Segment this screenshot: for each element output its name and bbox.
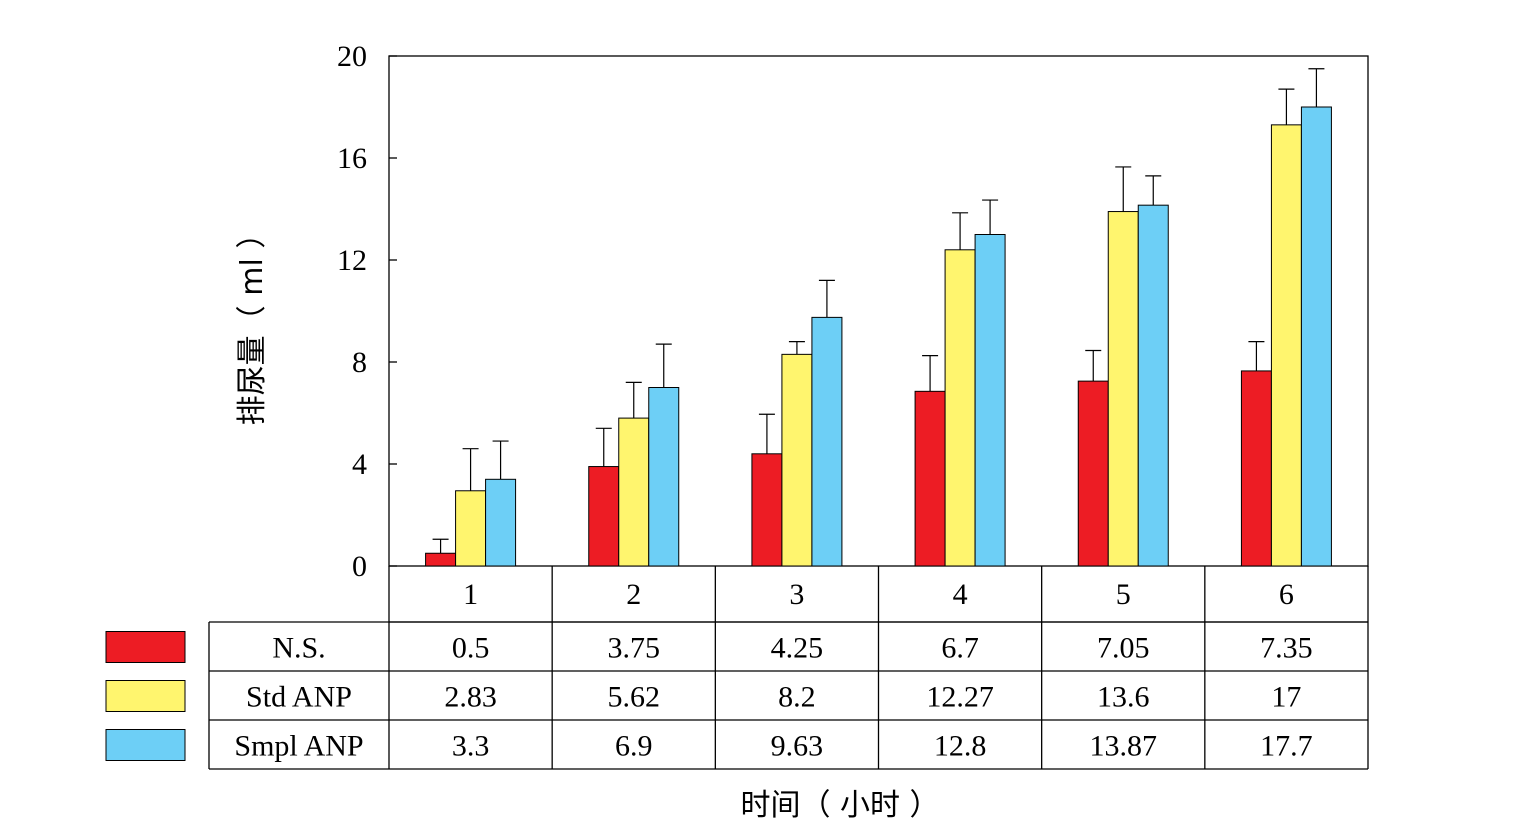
x-tick-label: 5 [1116, 578, 1131, 611]
table-row-label: Smpl ANP [234, 730, 363, 763]
y-tick-label: 20 [337, 40, 367, 73]
table-row-label: Std ANP [246, 681, 352, 714]
data-table: 1 2 3 4 5 6 N.S. 0.5 3.75 4.25 6.7 7.05 7.35 Std ANP 2… [208, 566, 1369, 770]
y-tick-label: 12 [337, 244, 367, 277]
plot-area [388, 55, 1369, 567]
bar-ns [1240, 370, 1272, 567]
legend-swatch [105, 729, 186, 761]
bar-smplanp [974, 234, 1006, 567]
bar-stdanp [618, 417, 650, 567]
table-cell: 3.3 [452, 730, 490, 763]
table-cell: 12.27 [926, 681, 994, 714]
bar-smplanp [1137, 204, 1169, 567]
table-cell: 13.6 [1097, 681, 1150, 714]
bar-stdanp [781, 353, 813, 567]
table-cell: 7.05 [1097, 632, 1150, 665]
y-tick-label: 4 [352, 448, 367, 481]
bar-ns [1077, 380, 1109, 567]
legend-swatch [105, 631, 186, 663]
table-cell: 8.2 [778, 681, 816, 714]
x-tick-label: 3 [789, 578, 804, 611]
table-cell: 6.9 [615, 730, 653, 763]
y-axis-label: 排尿量（ ml ） [235, 219, 270, 426]
table-cell: 17 [1271, 681, 1301, 714]
plot-frame [388, 55, 1369, 567]
bar-smplanp [648, 387, 680, 567]
bar-smplanp [811, 316, 843, 567]
table-cell: 9.63 [771, 730, 824, 763]
x-tick-label: 6 [1279, 578, 1294, 611]
table-cell: 2.83 [444, 681, 497, 714]
y-tick-label: 0 [352, 550, 367, 583]
bar-ns [751, 453, 783, 567]
table-cell: 0.5 [452, 632, 490, 665]
bar-stdanp [1270, 124, 1302, 567]
x-tick-label: 1 [463, 578, 478, 611]
table-cell: 13.87 [1090, 730, 1158, 763]
table-cell: 3.75 [608, 632, 661, 665]
table-row-label: N.S. [272, 632, 325, 665]
bar-stdanp [455, 490, 487, 567]
bar-ns [588, 466, 620, 567]
bar-stdanp [944, 249, 976, 567]
x-axis-label: 时间（ 小时 ） [740, 788, 939, 823]
bar-ns [425, 552, 457, 567]
table-cell: 17.7 [1260, 730, 1313, 763]
x-tick-label: 2 [626, 578, 641, 611]
y-axis: 0 4 8 12 16 20 [337, 40, 397, 583]
bar-smplanp [1300, 106, 1332, 567]
legend [105, 631, 186, 761]
bar-smplanp [485, 478, 517, 567]
table-cell: 7.35 [1260, 632, 1313, 665]
bar-stdanp [1107, 211, 1139, 567]
x-tick-label: 4 [953, 578, 968, 611]
y-tick-label: 8 [352, 346, 367, 379]
table-cell: 6.7 [941, 632, 979, 665]
y-tick-label: 16 [337, 142, 367, 175]
table-cell: 12.8 [934, 730, 987, 763]
bar-ns [914, 390, 946, 567]
table-cell: 5.62 [608, 681, 661, 714]
legend-swatch [105, 680, 186, 712]
table-cell: 4.25 [771, 632, 824, 665]
